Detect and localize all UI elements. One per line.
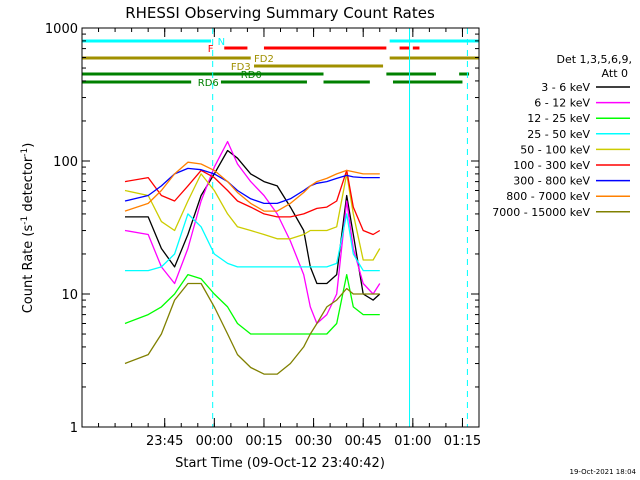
x-tick-label: 00:45	[344, 434, 381, 449]
y-axis-label: Count Rate (s-1 detector-1)	[20, 143, 36, 314]
chart-title: RHESSI Observing Summary Count Rates	[125, 4, 435, 22]
y-tick-label: 1000	[45, 22, 78, 37]
x-tick-label: 00:00	[196, 434, 233, 449]
legend-label: 7000 - 15000 keV	[492, 206, 590, 219]
series-line-5	[124, 169, 381, 236]
legend-label: 300 - 800 keV	[513, 175, 590, 188]
flag-label-fd2: FD2	[254, 54, 274, 65]
legend-label: 12 - 25 keV	[527, 112, 590, 125]
legend-label: 3 - 6 keV	[541, 81, 590, 94]
x-tick-label: 01:15	[444, 434, 481, 449]
legend-label: 25 - 50 keV	[527, 128, 590, 141]
flag-label-rd0: RD0	[241, 70, 262, 81]
x-axis: 23:45 00:00 00:15 00:30 00:45 01:00 01:15	[81, 28, 481, 449]
series-line-1	[124, 140, 381, 325]
timestamp: 19-Oct-2021 18:04	[570, 468, 637, 476]
attenuator-label: Att 0	[602, 67, 628, 80]
series-line-0	[125, 149, 381, 301]
series-line-7	[124, 161, 380, 212]
detectors-label: Det 1,3,5,6,9,	[556, 53, 632, 66]
series-line-6	[124, 167, 380, 205]
series-line-8	[124, 282, 380, 375]
plot-series	[124, 140, 381, 375]
x-tick-label: 23:45	[146, 434, 183, 449]
flag-label-fd3: FD3	[231, 62, 251, 73]
legend-label: 800 - 7000 keV	[506, 190, 590, 203]
series-line-3	[125, 213, 380, 272]
x-axis-label: Start Time (09-Oct-12 23:40:42)	[175, 456, 385, 471]
y-tick-label: 1	[70, 421, 78, 436]
y-tick-label: 10	[61, 288, 78, 303]
y-tick-label: 100	[53, 155, 78, 170]
legend-label: 50 - 100 keV	[520, 143, 590, 156]
legend-label: 100 - 300 keV	[513, 159, 590, 172]
legend-label: 6 - 12 keV	[534, 97, 590, 110]
x-tick-label: 01:00	[394, 434, 431, 449]
flag-label-f: F	[208, 44, 214, 55]
flag-label-rd6: RD6	[198, 78, 219, 89]
y-axis: 1 10 100 1000	[45, 22, 479, 436]
series-line-2	[124, 273, 380, 335]
legend: 3 - 6 keV 6 - 12 keV 12 - 25 keV 25 - 50 ke…	[492, 81, 630, 219]
x-tick-label: 00:30	[295, 434, 332, 449]
x-tick-label: 00:15	[245, 434, 282, 449]
series-line-4	[124, 173, 381, 261]
flag-label-n: N	[218, 37, 225, 48]
